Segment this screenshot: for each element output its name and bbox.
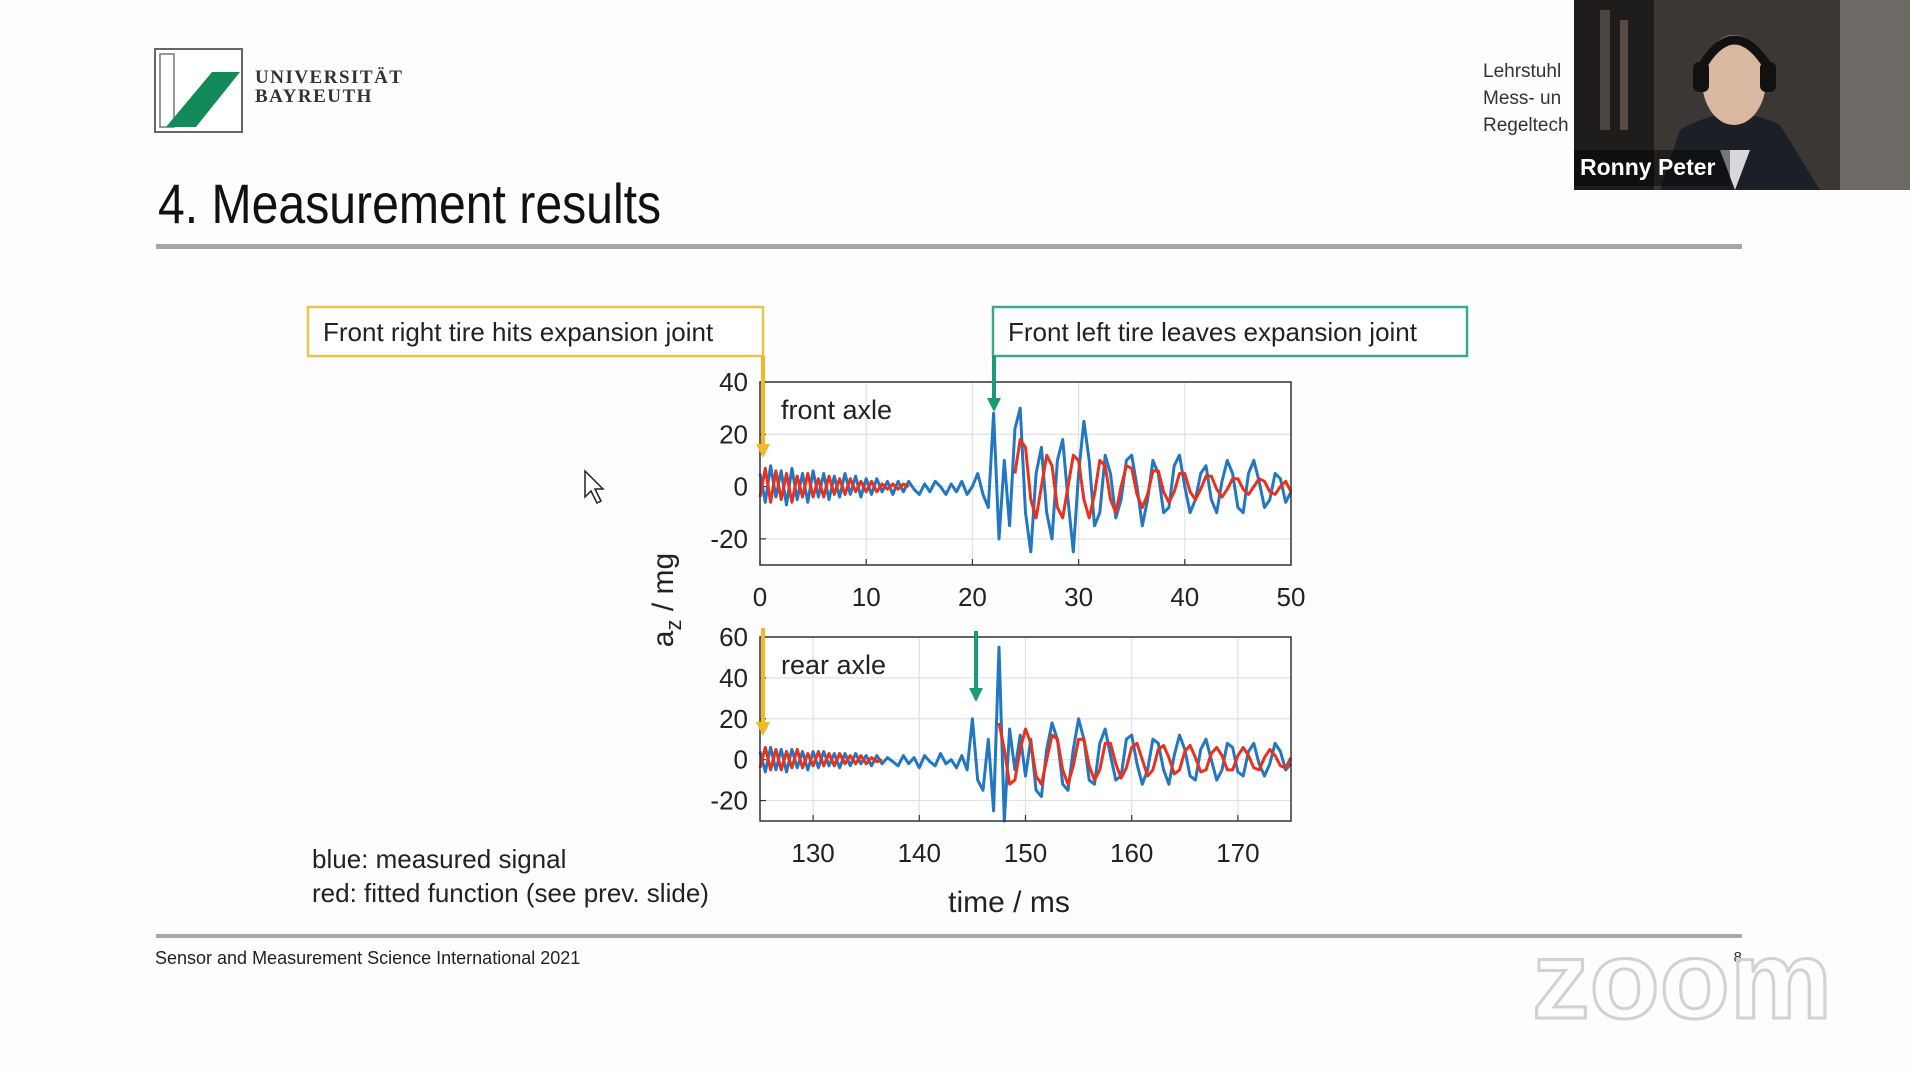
- callout-box: [306, 305, 765, 358]
- zoom-watermark: zoom: [1532, 919, 1832, 1042]
- y-tick-label: 0: [734, 472, 748, 502]
- y-tick-label: -20: [710, 786, 748, 816]
- x-tick-label: 140: [898, 838, 941, 868]
- participant-name: Ronny Peter: [1580, 154, 1716, 180]
- y-axis-label-main: a: [647, 630, 680, 647]
- x-tick-label: 160: [1110, 838, 1153, 868]
- logo-text: UNIVERSITÄT: [255, 67, 403, 88]
- y-tick-label: 20: [719, 419, 748, 449]
- signal-line: [997, 722, 1293, 786]
- logo-text: BAYREUTH: [255, 86, 373, 107]
- arrows: [756, 356, 1001, 736]
- title-rule: [156, 244, 1742, 249]
- y-axis-label-unit: / mg: [647, 553, 680, 620]
- footer-text: Sensor and Measurement Science Internati…: [155, 948, 580, 968]
- x-tick-label: 10: [852, 582, 881, 612]
- x-tick-label: 20: [958, 582, 987, 612]
- note: blue: measured signal: [312, 844, 566, 874]
- x-tick-label: 50: [1277, 582, 1306, 612]
- signal-line: [758, 745, 883, 772]
- y-tick-label: 20: [719, 704, 748, 734]
- y-tick-label: 40: [719, 367, 748, 397]
- chair-text: Mess- un: [1483, 88, 1561, 109]
- mouse-cursor: [584, 469, 605, 505]
- x-tick-label: 150: [1004, 838, 1047, 868]
- logo: [154, 48, 243, 133]
- page-number: 8: [1734, 949, 1742, 966]
- plot-annotation: front axle: [781, 395, 892, 425]
- callout-box: [991, 305, 1469, 358]
- plot-annotation: rear axle: [781, 650, 886, 680]
- callout-text: Front right tire hits expansion joint: [323, 317, 714, 347]
- x-tick-label: 170: [1216, 838, 1259, 868]
- footer-rule: [156, 934, 1742, 938]
- signal-line: [758, 466, 910, 504]
- video-tile: [1574, 0, 1910, 190]
- x-axis-label: time / ms: [948, 886, 1070, 919]
- y-tick-label: -20: [710, 524, 748, 554]
- y-tick-label: 0: [734, 745, 748, 775]
- chair-text: Regeltech: [1483, 115, 1569, 136]
- x-tick-label: 30: [1064, 582, 1093, 612]
- chair-text: Lehrstuhl: [1483, 61, 1561, 82]
- note: red: fitted function (see prev. slide): [312, 878, 709, 908]
- signal-line: [1013, 438, 1293, 520]
- y-axis-label: az / mg: [647, 553, 686, 647]
- x-tick-label: 0: [753, 582, 767, 612]
- signal-line: [758, 645, 1293, 823]
- x-tick-label: 40: [1170, 582, 1199, 612]
- plot-frame: [759, 381, 1292, 566]
- y-tick-label: 40: [719, 663, 748, 693]
- slide-title: 4. Measurement results: [158, 174, 661, 236]
- y-axis-label-sub: z: [661, 620, 686, 631]
- callout-text: Front left tire leaves expansion joint: [1008, 317, 1418, 347]
- x-tick-label: 130: [791, 838, 834, 868]
- y-tick-label: 60: [719, 622, 748, 652]
